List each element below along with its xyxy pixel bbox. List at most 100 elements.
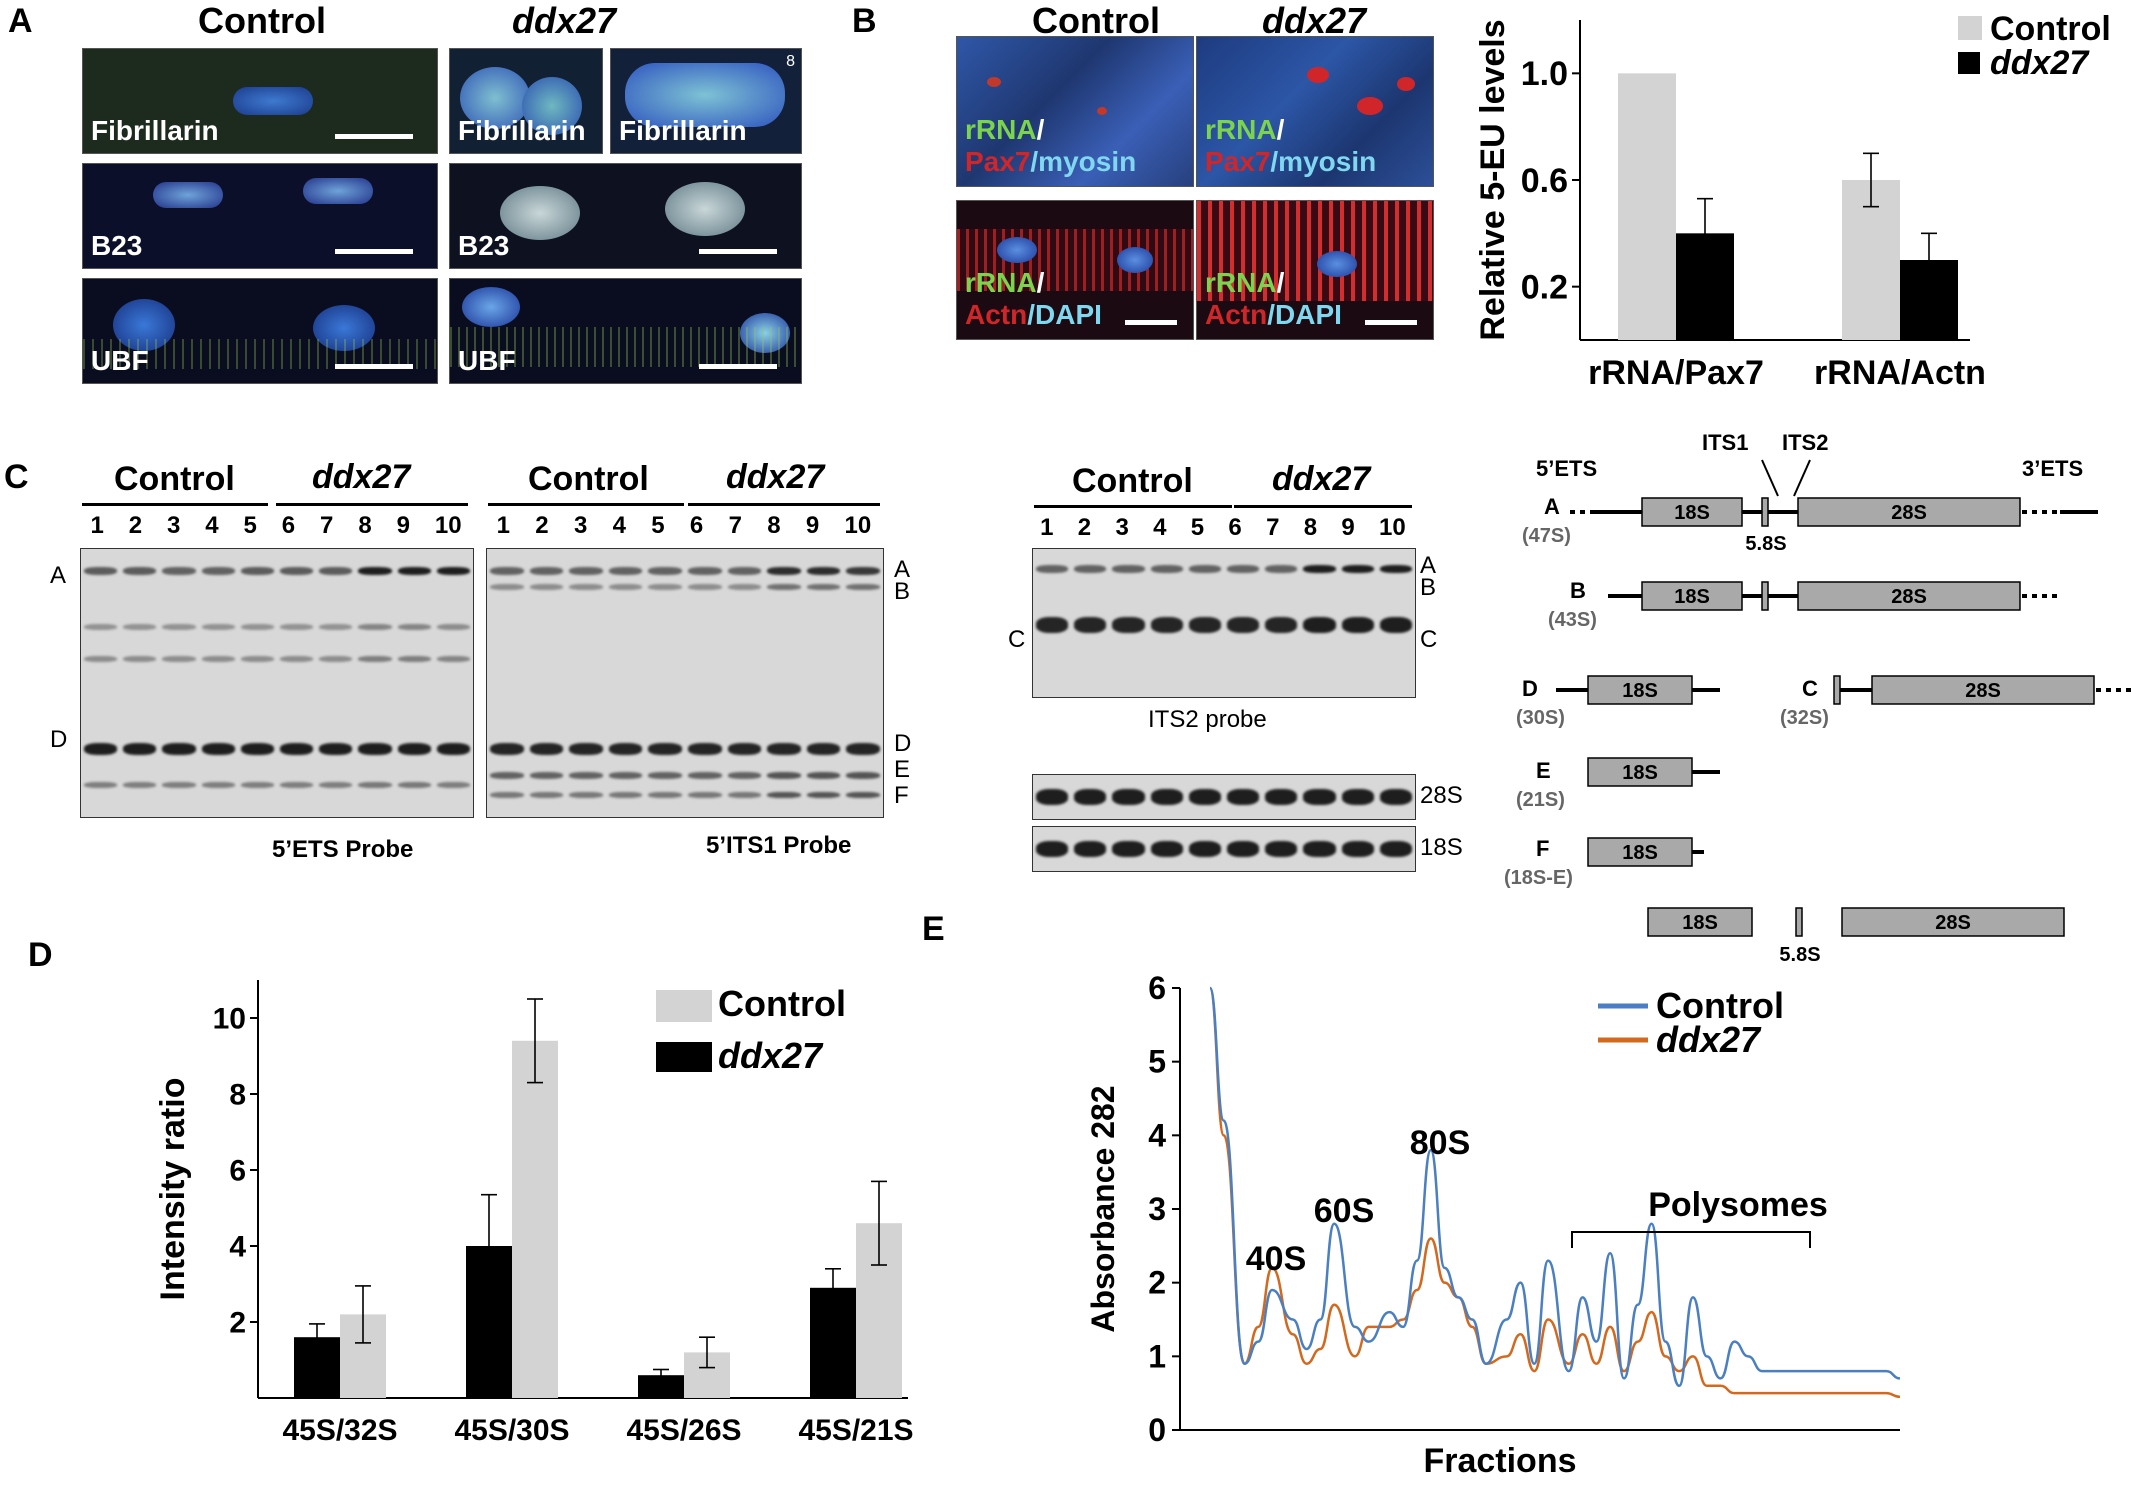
fibrillarin-label: Fibrillarin — [458, 115, 586, 146]
rrna-processing-schematic: 5’ETS ITS1 ITS2 3’ETS A (47S) 18S 28S 5.… — [1504, 430, 2132, 966]
y-tick-label: 0 — [1148, 1412, 1166, 1448]
row-e-letter: E — [1536, 758, 1551, 783]
line-control — [1208, 986, 1901, 1388]
gel-band — [569, 771, 603, 779]
its1-label: ITS1 — [1702, 430, 1748, 455]
box-28s — [1797, 581, 2021, 611]
y-tick-label: 5 — [1148, 1044, 1166, 1080]
gel-band — [569, 584, 603, 590]
gel-its2 — [1032, 548, 1416, 698]
fibrillarin-label: Fibrillarin — [91, 115, 219, 146]
gel-band — [1265, 841, 1298, 857]
fibrillarin-control-image: Fibrillarin — [82, 48, 438, 154]
scale-bar — [335, 134, 413, 139]
lane-number: 1 — [1040, 514, 1054, 541]
band-label-e: E — [894, 756, 911, 783]
gel-band — [846, 567, 880, 575]
y-tick-label: 1 — [1148, 1338, 1166, 1374]
box-18s — [1647, 907, 1753, 937]
lane-number: 3 — [1115, 514, 1129, 541]
panel-letter-a: A — [8, 2, 33, 40]
gel-band — [1303, 789, 1336, 805]
gel-band — [767, 771, 801, 779]
label-18s: 18S — [1674, 586, 1710, 608]
scale-bar — [1125, 320, 1177, 325]
stain-label: rRNA/ Actn/DAPI — [1205, 267, 1342, 330]
gel-band — [397, 782, 431, 788]
box-28s — [1841, 907, 2065, 937]
panel-letter-e: E — [922, 910, 945, 948]
ets5-label: 5’ETS — [1536, 456, 1597, 481]
gel-band — [529, 771, 564, 779]
gel-band — [123, 656, 157, 662]
b23-control-image: B23 — [82, 163, 438, 269]
gel-band — [436, 743, 470, 755]
scale-bar — [335, 249, 413, 254]
b23-label: B23 — [458, 230, 510, 261]
legend-swatch-control — [1958, 16, 1982, 40]
legend-label-ddx27: ddx27 — [1990, 44, 2090, 82]
fibrillarin-ddx27-image-1: Fibrillarin — [449, 48, 603, 154]
line-ddx27 — [1208, 986, 1901, 1399]
lane-number: 6 — [689, 512, 704, 539]
panel-letter-c: C — [4, 458, 29, 496]
category-label: rRNA/Pax7 — [1588, 354, 1764, 392]
label-18s: 18S — [1674, 502, 1710, 524]
label-28s: 28S — [1935, 912, 1971, 934]
gel-band — [201, 567, 235, 575]
lane-number: 7 — [1266, 514, 1280, 541]
gel-28s-loading — [1032, 774, 1416, 820]
gel-18s-loading — [1032, 826, 1416, 872]
gel-band — [436, 624, 470, 630]
gel-band — [1227, 789, 1260, 805]
band-label-c: C — [1008, 626, 1026, 653]
gel-band — [767, 567, 801, 575]
label-18s: 18S — [1622, 680, 1658, 702]
lane-number: 8 — [358, 512, 372, 539]
gel-band — [1036, 841, 1069, 857]
gel-band — [1112, 789, 1145, 805]
row-b-letter: B — [1570, 578, 1586, 603]
box-18s — [1641, 497, 1743, 527]
gel-band — [767, 792, 801, 798]
gel-band — [1265, 617, 1298, 633]
lane-number: 9 — [396, 512, 410, 539]
legend-label-ddx27: ddx27 — [718, 1035, 824, 1076]
gel-band — [1265, 565, 1298, 573]
lane-number: 2 — [1077, 514, 1092, 541]
gel-band — [490, 584, 524, 590]
gel-band — [1379, 841, 1412, 857]
gel-band — [84, 624, 118, 630]
gel-5its1 — [486, 548, 884, 818]
lane-number: 8 — [1303, 514, 1318, 541]
gel-band — [397, 656, 431, 662]
gel-band — [1074, 789, 1107, 805]
lane-number: 10 — [434, 512, 462, 539]
y-tick-label: 1.0 — [1521, 55, 1568, 93]
gel-band — [84, 656, 118, 662]
gel-band — [162, 656, 196, 662]
gel-band — [529, 743, 564, 755]
gel-band — [688, 792, 722, 798]
gel-band — [358, 624, 392, 630]
label-28s: 28S — [1891, 586, 1927, 608]
band-label-b: B — [894, 578, 911, 605]
legend-label-control: Control — [1656, 985, 1784, 1026]
band-label-c: C — [1420, 626, 1438, 653]
nucleus — [233, 87, 313, 115]
gel-band — [1188, 789, 1221, 805]
scale-bar — [1365, 320, 1417, 325]
gel-band — [280, 743, 314, 755]
gel-band — [846, 584, 880, 590]
label-18s: 18S — [1682, 912, 1718, 934]
gel-band — [490, 792, 524, 798]
gel-band — [358, 782, 392, 788]
peak-annotation: 60S — [1314, 1192, 1375, 1230]
band-label-b: B — [1420, 574, 1437, 601]
gel-band — [1341, 841, 1374, 857]
legend-label-control: Control — [718, 983, 846, 1024]
box-5-8s — [1833, 675, 1841, 705]
lane-number: 9 — [1341, 514, 1355, 541]
lane-number: 2 — [128, 512, 143, 539]
gel2-control-header: Control — [528, 460, 649, 498]
